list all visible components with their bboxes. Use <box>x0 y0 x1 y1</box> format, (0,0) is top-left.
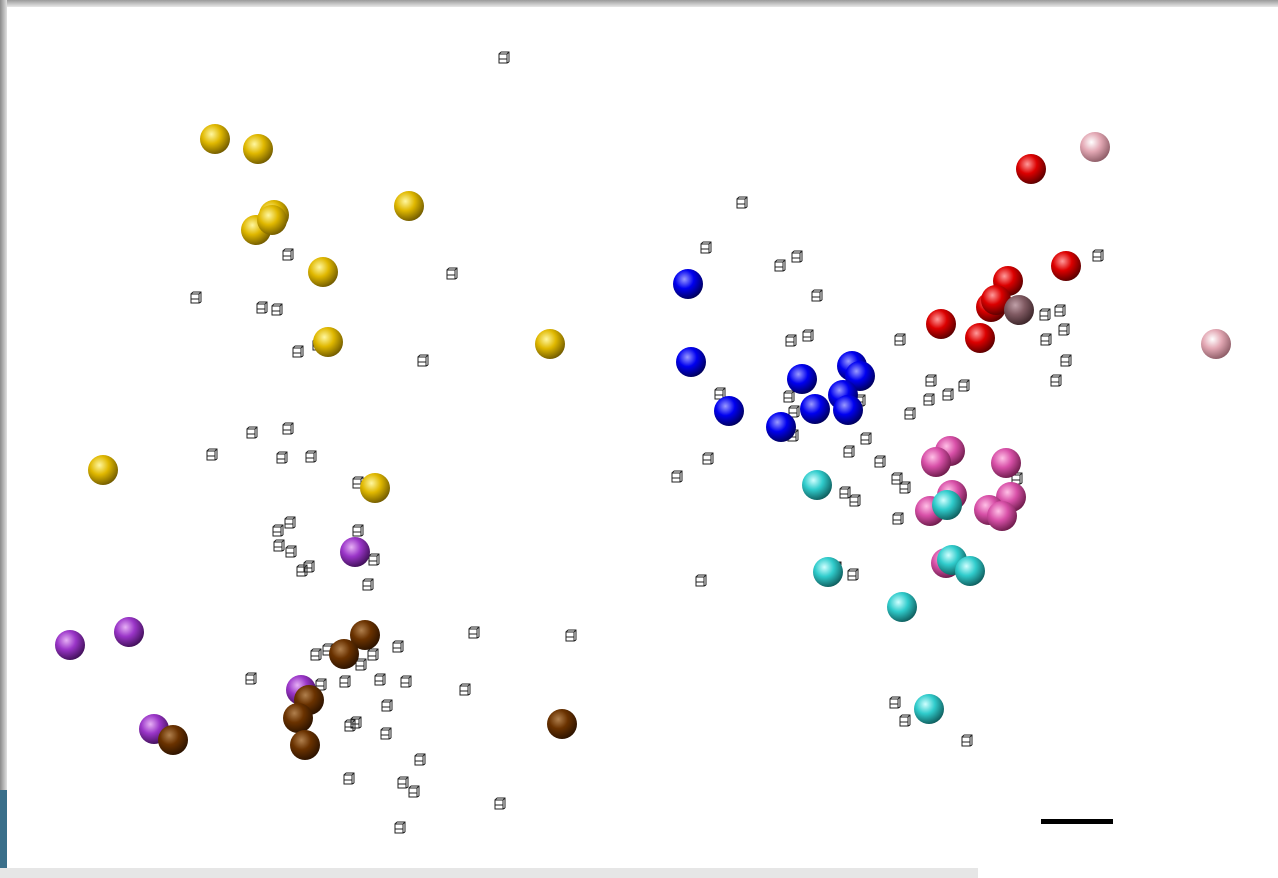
background-window-sliver <box>0 790 7 868</box>
viewport-background <box>0 0 1278 878</box>
sphere <box>887 592 917 622</box>
sphere <box>914 694 944 724</box>
sphere <box>673 269 703 299</box>
sphere <box>290 730 320 760</box>
sphere <box>1201 329 1231 359</box>
sphere <box>926 309 956 339</box>
sphere <box>802 470 832 500</box>
sphere <box>1051 251 1081 281</box>
sphere <box>158 725 188 755</box>
sphere <box>394 191 424 221</box>
sphere <box>1016 154 1046 184</box>
sphere <box>360 473 390 503</box>
sphere <box>535 329 565 359</box>
scale-bar <box>1041 819 1113 824</box>
sphere <box>283 703 313 733</box>
sphere <box>813 557 843 587</box>
sphere <box>766 412 796 442</box>
page: (() => { const data = JSON.parse(documen… <box>0 0 1278 878</box>
window-bottom-edge <box>0 868 978 878</box>
sphere <box>55 630 85 660</box>
sphere <box>200 124 230 154</box>
sphere <box>955 556 985 586</box>
sphere <box>340 537 370 567</box>
sphere <box>243 134 273 164</box>
sphere <box>547 709 577 739</box>
window-top-edge <box>0 0 1278 7</box>
molecule-viewer <box>0 0 1278 878</box>
sphere <box>991 448 1021 478</box>
sphere <box>800 394 830 424</box>
sphere <box>308 257 338 287</box>
sphere <box>257 205 287 235</box>
sphere <box>676 347 706 377</box>
sphere <box>987 501 1017 531</box>
sphere <box>1080 132 1110 162</box>
sphere <box>114 617 144 647</box>
sphere <box>714 396 744 426</box>
sphere <box>329 639 359 669</box>
sphere <box>88 455 118 485</box>
sphere <box>833 395 863 425</box>
sphere <box>921 447 951 477</box>
sphere <box>932 490 962 520</box>
window-left-edge <box>0 0 7 878</box>
sphere <box>787 364 817 394</box>
sphere <box>965 323 995 353</box>
sphere <box>313 327 343 357</box>
sphere <box>1004 295 1034 325</box>
